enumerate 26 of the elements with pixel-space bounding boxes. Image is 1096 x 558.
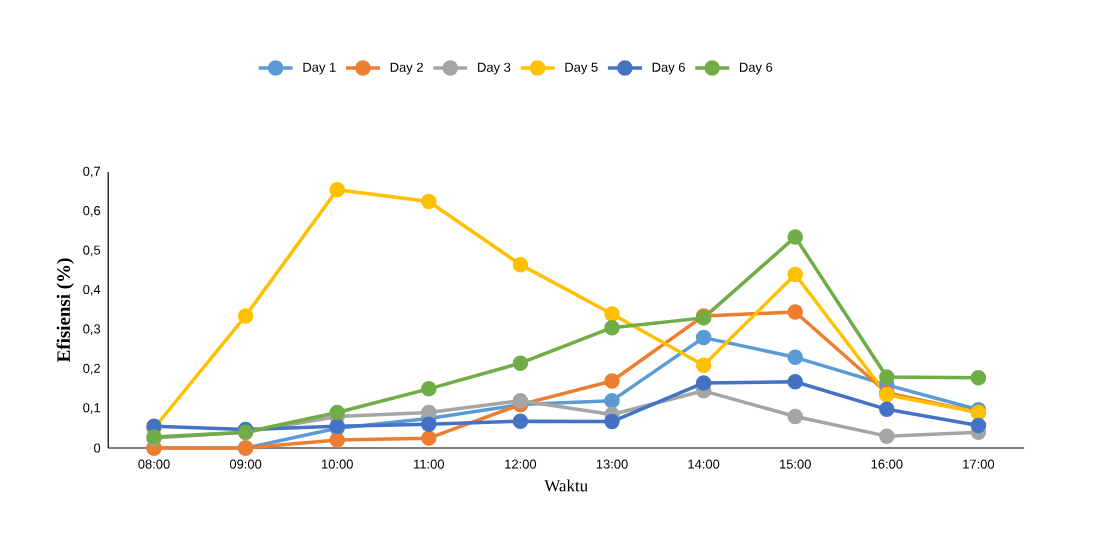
x-tick-label: 16:00: [871, 459, 903, 469]
y-tick-label: 0,2: [83, 363, 101, 375]
x-tick-label: 11:00: [414, 459, 445, 469]
legend-label: Day 6: [740, 62, 773, 75]
legend-label: Day 5: [565, 62, 598, 75]
legend-label: Day 3: [478, 62, 511, 75]
y-tick-label: 0,5: [83, 245, 101, 257]
y-tick-label: 0,7: [83, 166, 101, 178]
y-tick-label: 0,4: [83, 284, 101, 296]
y-tick-label: 0,3: [83, 324, 101, 336]
legend-label: Day 6: [652, 62, 685, 75]
x-tick-label: 09:00: [229, 459, 262, 469]
x-tick-label: 08:00: [138, 459, 170, 469]
legend-label: Day 1: [303, 62, 336, 75]
x-tick-label: 12:00: [505, 459, 537, 469]
x-tick-label: 15:00: [779, 459, 811, 469]
x-tick-label: 17:00: [963, 459, 995, 469]
x-tick-label: 13:00: [596, 459, 628, 469]
x-axis-title: Waktu: [544, 479, 588, 492]
x-tick-label: 14:00: [688, 459, 720, 469]
y-axis-title: Efisiensi (%): [56, 258, 74, 362]
y-tick-label: 0: [93, 443, 101, 453]
x-tick-label: 10:00: [321, 459, 353, 469]
y-tick-label: 0,6: [83, 206, 101, 217]
y-tick-label: 0,1: [83, 403, 101, 414]
legend-label: Day 2: [390, 62, 423, 75]
